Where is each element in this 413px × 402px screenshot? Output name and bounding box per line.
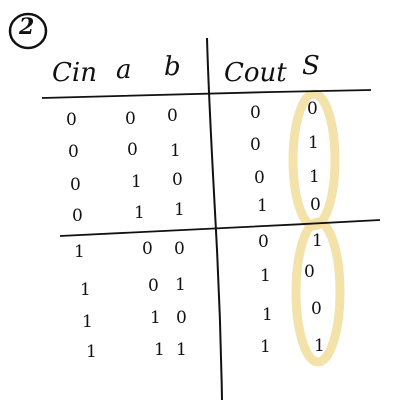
cell-r2-b: 0 — [172, 170, 183, 190]
cell-r3-cout: 1 — [257, 196, 268, 216]
cell-r2-cout: 0 — [254, 168, 265, 188]
cell-r1-cout: 0 — [250, 135, 261, 155]
header-s: S — [302, 51, 320, 81]
problem-number: 2 — [19, 14, 35, 40]
cell-r6-a: 1 — [150, 308, 161, 328]
header-cin: Cin — [52, 58, 97, 88]
cell-r4-b: 0 — [174, 239, 185, 259]
cell-r1-b: 1 — [170, 141, 181, 161]
cell-r7-cout: 1 — [260, 337, 271, 357]
header-cout: Cout — [224, 58, 287, 88]
cell-r7-cin: 1 — [86, 342, 97, 362]
cell-r0-cin: 0 — [66, 110, 77, 130]
cell-r1-s: 1 — [308, 133, 319, 153]
cell-r3-cin: 0 — [72, 206, 83, 226]
cell-r4-a: 0 — [142, 239, 153, 259]
header-b: b — [164, 52, 181, 82]
cell-r3-b: 1 — [174, 200, 185, 220]
cell-r2-s: 1 — [309, 167, 320, 187]
cell-r4-cout: 0 — [258, 232, 269, 252]
problem-number-circle — [8, 12, 48, 50]
cell-r5-cin: 1 — [80, 280, 91, 300]
cell-r2-a: 1 — [131, 172, 142, 192]
middle-divider-line — [59, 219, 381, 237]
cell-r7-b: 1 — [176, 340, 187, 360]
cell-r7-a: 1 — [154, 340, 165, 360]
cell-r6-cin: 1 — [82, 312, 93, 332]
cell-r0-a: 0 — [125, 109, 136, 129]
cell-r2-cin: 0 — [70, 175, 81, 195]
vertical-divider — [206, 37, 223, 401]
cell-r5-b: 1 — [175, 275, 186, 295]
cell-r4-s: 1 — [312, 231, 323, 251]
cell-r5-s: 0 — [304, 262, 315, 282]
cell-r5-cout: 1 — [260, 266, 271, 286]
cell-r6-cout: 1 — [262, 305, 273, 325]
cell-r0-s: 0 — [307, 99, 318, 119]
header-a: a — [116, 55, 132, 85]
cell-r3-a: 1 — [134, 203, 145, 223]
cell-r4-cin: 1 — [74, 242, 85, 262]
cell-r7-s: 1 — [314, 336, 325, 356]
cell-r6-s: 0 — [311, 299, 322, 319]
highlight-oval-bottom — [291, 217, 345, 367]
cell-r1-cin: 0 — [68, 142, 79, 162]
cell-r0-cout: 0 — [250, 103, 261, 123]
cell-r3-s: 0 — [310, 195, 321, 215]
cell-r5-a: 0 — [148, 276, 159, 296]
cell-r1-a: 0 — [127, 140, 138, 160]
header-underline — [41, 89, 372, 99]
cell-r6-b: 0 — [176, 308, 187, 328]
cell-r0-b: 0 — [167, 106, 178, 126]
